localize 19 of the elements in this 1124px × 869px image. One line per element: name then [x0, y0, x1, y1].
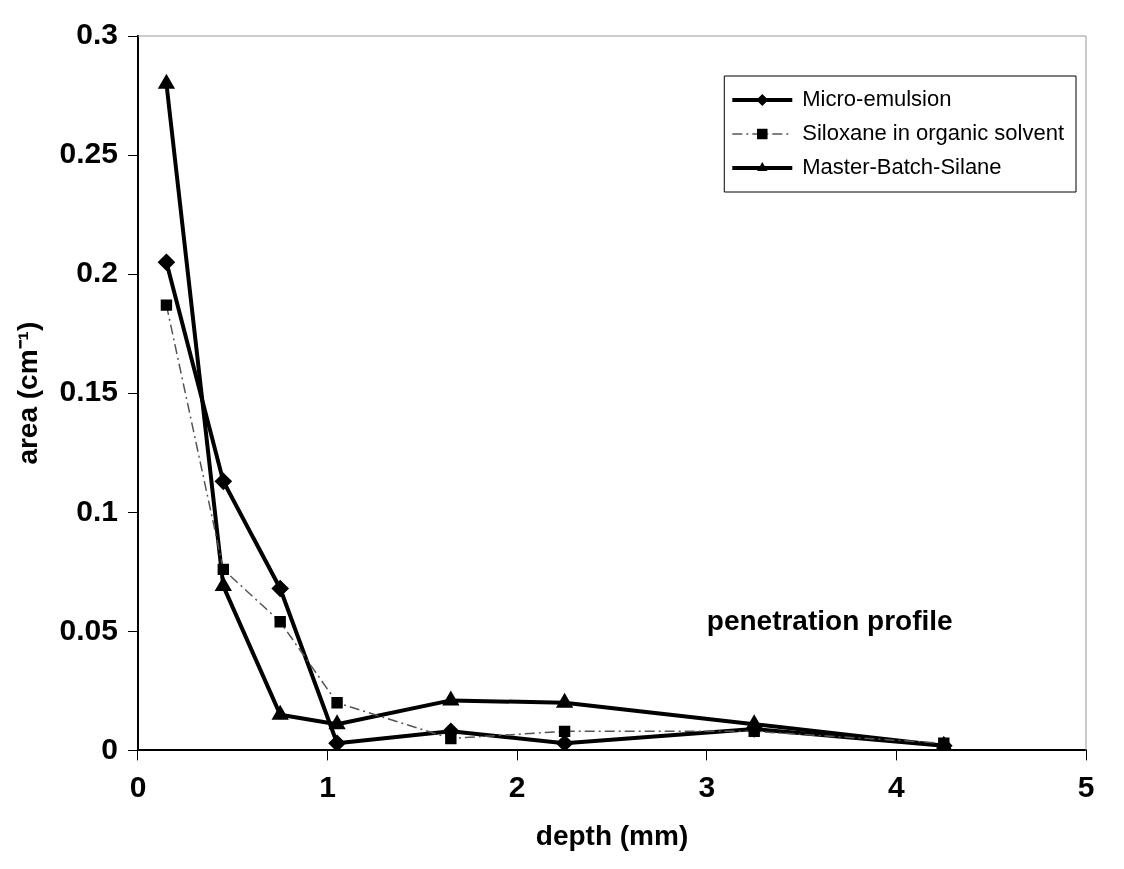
- y-axis-title: area (cm⁻¹): [11, 321, 43, 465]
- y-tick-label: 0.25: [59, 136, 118, 170]
- x-tick-label: 2: [508, 769, 526, 803]
- x-tick-label: 1: [319, 769, 336, 803]
- legend-label: Siloxane in organic solvent: [802, 120, 1065, 146]
- x-tick-label: 3: [698, 769, 716, 803]
- x-tick-label: 0: [129, 769, 147, 803]
- y-tick-label: 0.2: [76, 255, 118, 289]
- legend-label: Micro-emulsion: [802, 86, 952, 112]
- y-tick-label: 0.05: [59, 612, 118, 646]
- y-tick-label: 0.1: [76, 493, 118, 527]
- x-tick-label: 4: [888, 769, 906, 803]
- x-tick-label: 5: [1077, 769, 1095, 803]
- legend-label: Master-Batch-Silane: [802, 154, 1002, 180]
- annotation: penetration profile: [706, 604, 953, 636]
- y-tick-label: 0: [101, 731, 118, 765]
- y-tick-label: 0.15: [59, 374, 118, 408]
- x-axis-title: depth (mm): [535, 819, 689, 851]
- y-tick-label: 0.3: [76, 17, 118, 51]
